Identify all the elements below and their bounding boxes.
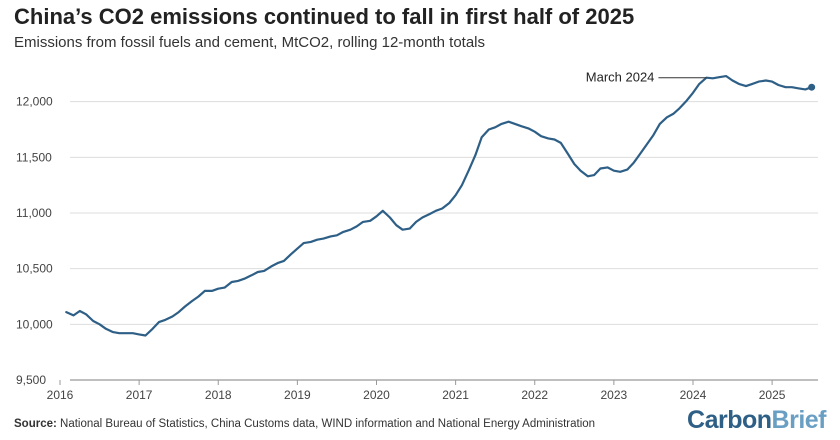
annotation-march-2024: March 2024 <box>586 70 655 85</box>
y-tick-label: 10,000 <box>16 317 53 331</box>
x-tick-label: 2023 <box>601 388 628 402</box>
chart-subtitle: Emissions from fossil fuels and cement, … <box>14 34 486 51</box>
x-tick-label: 2025 <box>759 388 786 402</box>
y-tick-label: 9,500 <box>16 373 46 387</box>
x-tick-label: 2019 <box>284 388 311 402</box>
gridlines <box>70 101 818 381</box>
logo-word-brief: Brief <box>771 406 827 434</box>
y-tick-label: 10,500 <box>16 262 53 276</box>
x-tick-label: 2021 <box>442 388 469 402</box>
logo-word-carbon: Carbon <box>687 406 772 434</box>
source-note: Source: National Bureau of Statistics, C… <box>14 418 595 430</box>
x-tick-label: 2016 <box>47 388 74 402</box>
x-tick-label: 2020 <box>363 388 390 402</box>
x-tick-label: 2024 <box>680 388 707 402</box>
y-tick-label: 11,000 <box>16 206 52 220</box>
x-axis: 2016 2017 2018 2019 2020 2021 2022 2023 2024 2025 <box>47 380 786 402</box>
source-text: National Bureau of Statistics, China Cus… <box>60 418 596 430</box>
y-tick-label: 11,500 <box>16 150 52 164</box>
x-tick-label: 2018 <box>205 388 232 402</box>
emissions-series-line <box>65 75 813 337</box>
y-tick-label: 12,000 <box>16 95 53 109</box>
x-tick-label: 2022 <box>521 388 548 402</box>
y-axis-tick-labels: 9,500 10,000 10,500 11,000 11,500 12,000 <box>16 95 53 387</box>
latest-value-marker <box>808 83 816 91</box>
chart-title: China’s CO2 emissions continued to fall … <box>14 4 635 29</box>
source-label: Source: <box>14 418 57 430</box>
x-tick-label: 2017 <box>126 388 153 402</box>
carbonbrief-logo: CarbonBrief <box>687 406 826 435</box>
